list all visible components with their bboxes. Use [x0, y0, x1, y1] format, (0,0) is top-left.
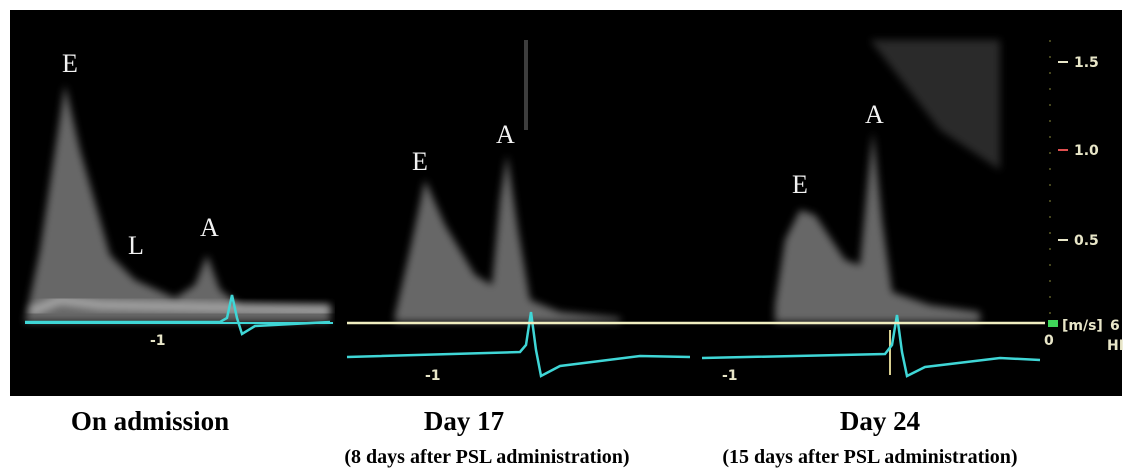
doppler-noise — [28, 294, 331, 317]
baseline-marker — [1048, 320, 1058, 327]
panel-1: E L A -1 — [25, 49, 331, 349]
artifact — [870, 40, 1000, 170]
time-scale-label: -1 — [722, 368, 738, 384]
scale-label: 1.0 — [1074, 143, 1099, 159]
doppler-waveform — [25, 85, 330, 322]
ecg-trace — [701, 314, 1041, 378]
panel-3: E A -1 — [701, 40, 1041, 384]
doppler-waveform — [775, 132, 980, 322]
subcaption: (15 days after PSL administration) — [722, 446, 1017, 468]
ecg-trace — [25, 294, 331, 336]
subcaption: (8 days after PSL administration) — [344, 446, 629, 468]
wave-label: E — [792, 170, 808, 199]
wave-label: A — [200, 213, 219, 242]
scale-mode: HI — [1107, 338, 1124, 354]
wave-label: L — [128, 231, 144, 260]
scale-label: 0 — [1044, 333, 1054, 349]
artifact — [524, 40, 528, 130]
scale-label: 0.5 — [1074, 233, 1099, 249]
wave-label: A — [865, 100, 884, 129]
time-scale-label: -1 — [425, 368, 441, 384]
wave-label: E — [62, 49, 78, 78]
wave-label: A — [496, 120, 515, 149]
ecg-trace — [346, 311, 691, 378]
wave-label: E — [412, 147, 428, 176]
scale-label: 1.5 — [1074, 55, 1099, 71]
scale-unit: [m/s] — [1062, 318, 1103, 334]
caption: Day 24 — [840, 406, 920, 436]
scale-suffix: 6 — [1110, 318, 1120, 334]
velocity-scale: 1.5 1.0 0.5 0 [m/s] 6 HI — [1044, 40, 1124, 354]
doppler-waveform — [395, 155, 620, 322]
separator — [335, 10, 345, 396]
time-scale-label: -1 — [150, 333, 166, 349]
caption: Day 17 — [424, 406, 504, 436]
panel-2: E A -1 — [346, 40, 691, 384]
caption: On admission — [71, 406, 229, 436]
